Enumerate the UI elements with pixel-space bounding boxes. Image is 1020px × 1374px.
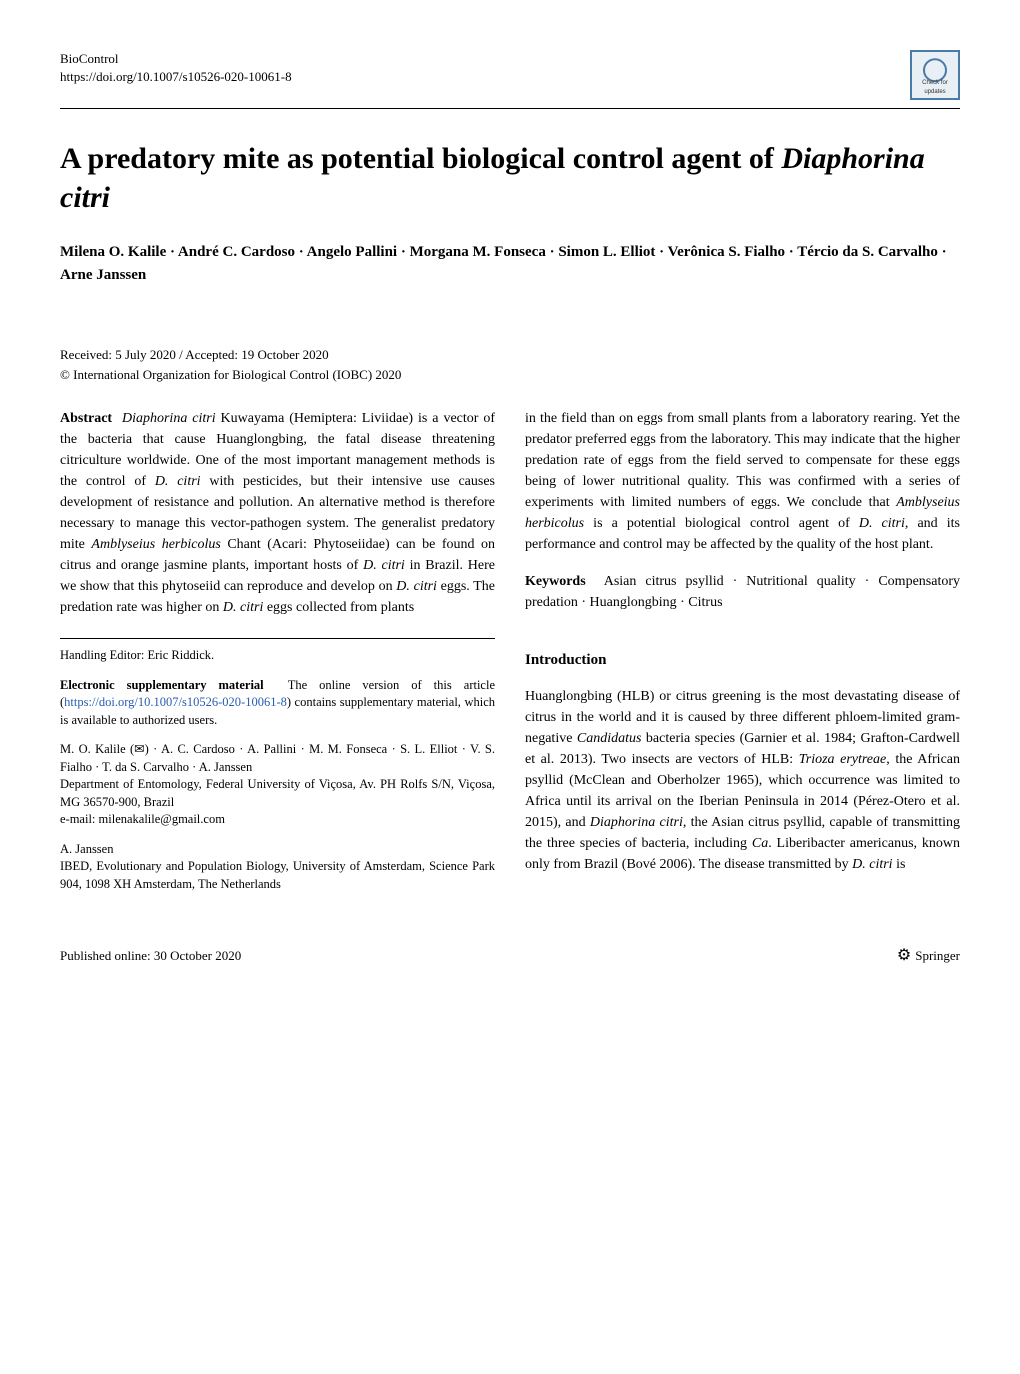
author-list: Milena O. Kalile · André C. Cardoso · An…: [60, 241, 960, 286]
affil-address-2: IBED, Evolutionary and Population Biolog…: [60, 858, 495, 893]
handling-editor: Handling Editor: Eric Riddick.: [60, 647, 495, 665]
keywords-label: Keywords: [525, 574, 586, 589]
header-left: BioControl https://doi.org/10.1007/s1052…: [60, 50, 292, 86]
journal-name: BioControl: [60, 50, 292, 68]
article-title: A predatory mite as potential biological…: [60, 139, 960, 217]
affil-email-1: e-mail: milenakalile@gmail.com: [60, 811, 495, 829]
right-column: in the field than on eggs from small pla…: [525, 408, 960, 905]
left-column: Abstract Diaphorina citri Kuwayama (Hemi…: [60, 408, 495, 905]
affil-authors-1: M. O. Kalile (✉) · A. C. Cardoso · A. Pa…: [60, 741, 495, 776]
page-header: BioControl https://doi.org/10.1007/s1052…: [60, 50, 960, 100]
header-rule: [60, 108, 960, 109]
abstract-left: Abstract Diaphorina citri Kuwayama (Hemi…: [60, 408, 495, 618]
publisher-name: Springer: [915, 947, 960, 965]
abstract-label: Abstract: [60, 411, 112, 426]
keywords-block: Keywords Asian citrus psyllid · Nutritio…: [525, 571, 960, 613]
check-updates-badge[interactable]: [910, 50, 960, 100]
page-footer: Published online: 30 October 2020 ⚙ Spri…: [60, 945, 960, 967]
title-text: A predatory mite as potential biological…: [60, 142, 781, 175]
affiliation-block-2: A. Janssen IBED, Evolutionary and Popula…: [60, 841, 495, 894]
published-online: Published online: 30 October 2020: [60, 947, 241, 965]
publisher-block: ⚙ Springer: [897, 945, 960, 967]
esm-note: Electronic supplementary material The on…: [60, 677, 495, 730]
keywords-text: Asian citrus psyllid · Nutritional quali…: [525, 574, 960, 610]
copyright-line: © International Organization for Biologi…: [60, 366, 960, 384]
doi-link[interactable]: https://doi.org/10.1007/s10526-020-10061…: [60, 68, 292, 86]
esm-link[interactable]: https://doi.org/10.1007/s10526-020-10061…: [64, 695, 287, 709]
abstract-text-left: Diaphorina citri Kuwayama (Hemiptera: Li…: [60, 411, 495, 615]
springer-icon: ⚙: [897, 945, 911, 967]
introduction-body: Huanglongbing (HLB) or citrus greening i…: [525, 686, 960, 875]
received-accepted: Received: 5 July 2020 / Accepted: 19 Oct…: [60, 346, 960, 364]
footnote-rule: [60, 638, 495, 639]
introduction-heading: Introduction: [525, 649, 960, 672]
abstract-columns: Abstract Diaphorina citri Kuwayama (Hemi…: [60, 408, 960, 905]
affiliation-block-1: M. O. Kalile (✉) · A. C. Cardoso · A. Pa…: [60, 741, 495, 829]
esm-label: Electronic supplementary material: [60, 678, 264, 692]
affil-authors-2: A. Janssen: [60, 841, 495, 859]
abstract-right: in the field than on eggs from small pla…: [525, 408, 960, 555]
affil-address-1: Department of Entomology, Federal Univer…: [60, 776, 495, 811]
